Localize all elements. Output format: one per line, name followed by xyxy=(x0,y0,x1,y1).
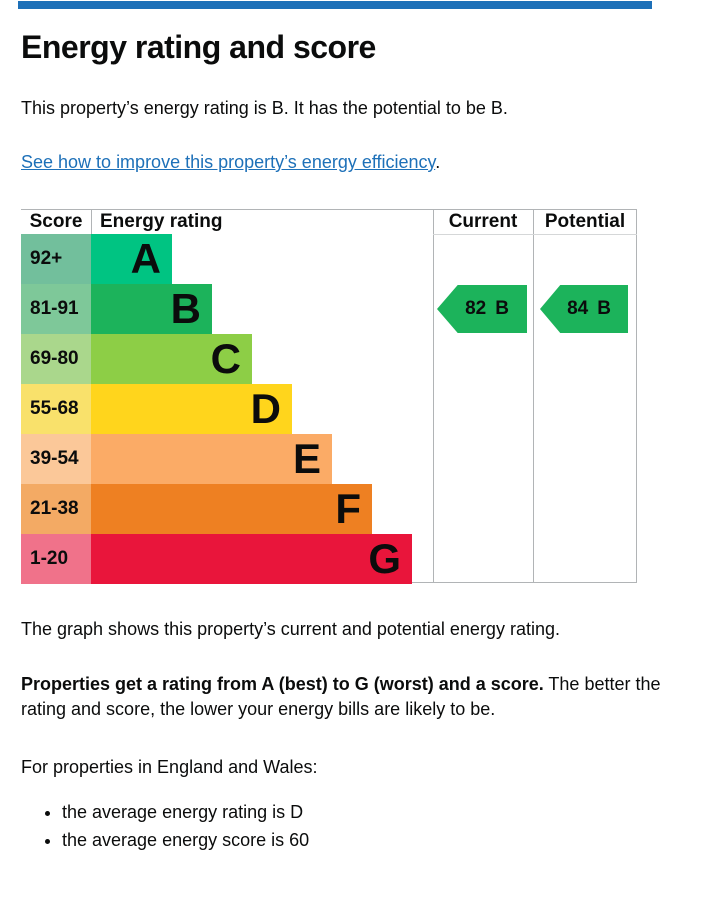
improvement-link[interactable]: See how to improve this property’s energ… xyxy=(21,152,436,172)
current-column-divider xyxy=(433,210,434,582)
band-row-d: 55-68 D xyxy=(21,384,433,434)
current-band: B xyxy=(495,298,509,319)
region-heading: For properties in England and Wales: xyxy=(21,757,318,777)
band-row-e: 39-54 E xyxy=(21,434,433,484)
score-range-cell: 39-54 xyxy=(21,434,91,484)
potential-rating-arrow: 84 B xyxy=(540,285,628,333)
band-row-c: 69-80 C xyxy=(21,334,433,384)
table-right-border xyxy=(636,210,637,582)
band-row-b: 81-91 B xyxy=(21,284,433,334)
score-range-cell: 69-80 xyxy=(21,334,91,384)
rating-explainer-bold: Properties get a rating from A (best) to… xyxy=(21,674,544,694)
column-header-energy-rating: Energy rating xyxy=(100,211,223,232)
band-bar-e: E xyxy=(91,434,332,484)
potential-band: B xyxy=(597,298,611,319)
band-letter: A xyxy=(130,235,161,282)
rating-explainer-rest: The better the rating and score, the low… xyxy=(21,674,661,719)
band-letter: G xyxy=(368,535,401,582)
band-row-a: 92+ A xyxy=(21,234,433,284)
score-range-cell: 81-91 xyxy=(21,284,91,334)
band-letter: E xyxy=(292,435,321,482)
header-underline xyxy=(433,234,637,235)
band-bar-c: C xyxy=(91,334,252,384)
list-item-average-rating: the average energy rating is D xyxy=(62,800,674,825)
rating-explainer: Properties get a rating from A (best) to… xyxy=(21,672,661,722)
band-bar-d: D xyxy=(91,384,292,434)
band-row-g: 1-20 G xyxy=(21,534,433,584)
link-period: . xyxy=(435,152,441,172)
current-rating-arrow: 82 B xyxy=(437,285,527,333)
band-bar-a: A xyxy=(91,234,172,284)
column-header-current: Current xyxy=(448,211,518,232)
main-content: Energy rating and score This property’s … xyxy=(0,0,714,853)
band-bar-g: G xyxy=(91,534,412,584)
band-bar-f: F xyxy=(91,484,372,534)
intro-text: This property’s energy rating is B. It h… xyxy=(21,98,508,118)
potential-column-divider xyxy=(533,210,534,582)
band-letter: F xyxy=(335,485,361,532)
band-row-f: 21-38 F xyxy=(21,484,433,534)
energy-rating-chart: Score Energy rating Current Potential 92… xyxy=(21,209,637,584)
top-accent-bar xyxy=(18,1,652,9)
averages-list: the average energy rating is D the avera… xyxy=(21,800,674,853)
page-title: Energy rating and score xyxy=(21,29,376,65)
score-range-cell: 92+ xyxy=(21,234,91,284)
list-item-average-score: the average energy score is 60 xyxy=(62,828,674,853)
score-range-cell: 1-20 xyxy=(21,534,91,584)
band-letter: D xyxy=(250,385,281,432)
score-header-divider xyxy=(91,210,92,234)
potential-score: 84 xyxy=(567,298,589,319)
improvement-link-line: See how to improve this property’s energ… xyxy=(21,150,674,175)
column-header-potential: Potential xyxy=(544,211,626,232)
score-range-cell: 21-38 xyxy=(21,484,91,534)
current-score: 82 xyxy=(465,298,487,319)
score-range-cell: 55-68 xyxy=(21,384,91,434)
column-header-score: Score xyxy=(29,211,83,232)
band-letter: C xyxy=(210,335,241,382)
band-letter: B xyxy=(170,285,201,332)
band-bar-b: B xyxy=(91,284,212,334)
graph-caption: The graph shows this property’s current … xyxy=(21,619,560,639)
